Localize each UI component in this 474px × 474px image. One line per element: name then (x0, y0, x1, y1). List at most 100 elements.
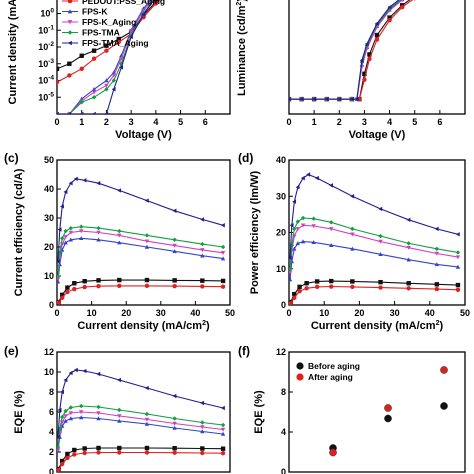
data-point (292, 199, 297, 204)
x-tick-label: 1 (79, 117, 84, 127)
data-point (300, 239, 306, 244)
data-point (434, 246, 440, 252)
series-line (289, 0, 411, 100)
data-point (117, 188, 122, 193)
data-point (455, 250, 461, 255)
data-point (329, 278, 334, 284)
panel-label-c: (c) (4, 151, 19, 165)
y-tick-label: 12 (44, 347, 54, 357)
y-tick-base: 10 (38, 76, 48, 86)
data-point (116, 36, 121, 42)
series-line (289, 224, 459, 273)
panel-label-e: (e) (4, 344, 19, 358)
data-point (117, 414, 122, 419)
y-axis-label: Power efficiency (lm/W) (249, 170, 261, 294)
data-point (200, 420, 205, 425)
x-tick-label: 50 (225, 308, 235, 318)
data-point (65, 451, 70, 457)
legend-marker (67, 30, 73, 35)
data-point (200, 429, 205, 434)
series-line (290, 280, 459, 303)
series-line (58, 447, 224, 470)
x-tick-label: 4 (153, 117, 158, 127)
data-point (117, 445, 122, 451)
x-tick-label: 20 (121, 308, 131, 318)
data-point (59, 414, 65, 420)
data-point (324, 96, 329, 102)
data-point (350, 226, 355, 232)
data-point (300, 215, 306, 221)
data-point (96, 237, 101, 242)
x-tick-label: 4 (387, 117, 392, 127)
data-point (63, 377, 68, 383)
series-line (57, 416, 224, 452)
panel-e-eqe: 0 2 4 6 8 10 12 EQE (%) (e) (4, 344, 231, 474)
data-point (354, 96, 359, 102)
data-point (111, 78, 117, 83)
data-point (119, 61, 124, 66)
x-tick-label: 30 (390, 308, 400, 318)
data-point (63, 240, 68, 245)
y-tick-exp: -2 (48, 41, 54, 48)
data-point (104, 83, 109, 88)
y-tick-label: 10 (44, 271, 54, 281)
y-tick-base: 10 (38, 25, 48, 35)
y-axis-label: Luminance (cd/m2) (236, 0, 248, 96)
y-tick-label: 4 (281, 427, 286, 437)
y-tick-label: 10-4 (38, 75, 54, 86)
x-axis-label-tail: ) (206, 320, 210, 332)
data-point (82, 450, 87, 456)
data-point (67, 111, 72, 114)
data-point (104, 111, 109, 114)
data-point (297, 284, 302, 290)
data-point (378, 206, 383, 212)
y-tick-exp: -4 (48, 75, 54, 82)
data-point (350, 232, 355, 237)
panel-a-current-density-voltage: 012345610-510-410-310-210-1100101Voltage… (7, 0, 231, 141)
data-point (220, 223, 225, 228)
data-point (297, 289, 302, 294)
data-point (144, 198, 149, 203)
data-point (117, 418, 122, 423)
legend-marker (67, 9, 73, 14)
data-point (65, 289, 70, 295)
y-tick-label: 10-2 (38, 41, 54, 52)
data-point (57, 448, 61, 453)
data-point (59, 461, 65, 467)
data-point (350, 284, 355, 290)
data-point (96, 278, 101, 283)
data-point (144, 450, 150, 455)
data-point (434, 282, 440, 287)
data-point (289, 242, 295, 248)
data-point (362, 77, 367, 82)
data-point (104, 48, 109, 53)
data-point (72, 286, 77, 292)
data-point (144, 411, 150, 417)
data-point (172, 283, 177, 289)
x-tick-label: 0 (54, 117, 59, 127)
y-tick-label: 20 (276, 228, 286, 238)
data-point (350, 194, 355, 199)
data-point (329, 220, 334, 225)
data-point (295, 241, 300, 246)
data-point (200, 450, 205, 456)
data-point (406, 217, 411, 223)
data-point (314, 284, 320, 290)
data-point (57, 407, 62, 413)
series-line (290, 285, 459, 304)
data-point (79, 111, 84, 114)
data-point (289, 223, 294, 228)
series-group-panel-d (289, 172, 461, 305)
data-point (172, 446, 177, 451)
data-point (57, 79, 60, 85)
x-tick-label: 6 (437, 117, 442, 127)
y-tick-exp: 0 (50, 8, 54, 15)
y-tick-label: 4 (49, 427, 54, 437)
data-point (220, 446, 226, 451)
data-point (59, 204, 64, 209)
data-point (91, 87, 97, 92)
data-point (299, 96, 304, 102)
data-point (364, 41, 369, 47)
data-point (406, 257, 411, 262)
data-point (104, 87, 109, 92)
